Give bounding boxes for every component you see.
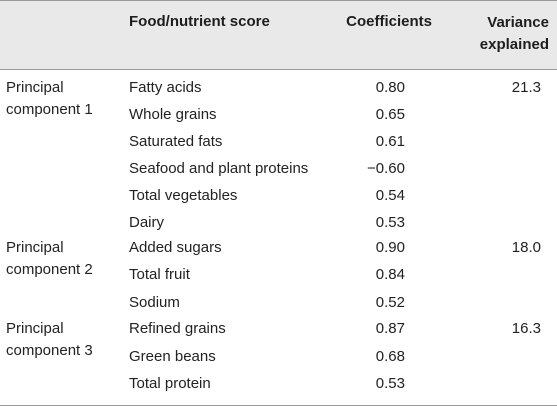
coefficient-cell: 0.52 <box>375 294 405 311</box>
food-cell: Added sugars <box>129 239 222 256</box>
table-row: Fatty acids 0.80 21.3 <box>0 75 557 101</box>
coefficient-cell: 0.54 <box>375 187 405 204</box>
variance-cell: 16.3 <box>511 320 541 337</box>
coefficient-cell: 0.68 <box>375 348 405 365</box>
coefficient-cell: 0.65 <box>375 106 405 123</box>
table-row: Total fruit 0.84 <box>0 262 557 288</box>
coefficient-cell: 0.80 <box>375 79 405 96</box>
coefficient-cell: 0.87 <box>375 320 405 337</box>
food-cell: Total fruit <box>129 266 190 283</box>
food-cell: Total vegetables <box>129 187 238 204</box>
food-cell: Refined grains <box>129 320 226 337</box>
table-row: Refined grains 0.87 16.3 <box>0 316 557 342</box>
group-label-pc3: Principal component 3 <box>6 318 93 362</box>
food-cell: Green beans <box>129 348 216 365</box>
food-cell: Total protein <box>129 375 211 392</box>
coefficient-cell: 0.61 <box>375 133 405 150</box>
header-variance-line1: Variance <box>487 14 549 31</box>
table-bottom-rule <box>0 405 557 406</box>
food-cell: Fatty acids <box>129 79 202 96</box>
food-cell: Seafood and plant proteins <box>129 160 309 177</box>
table-row: Seafood and plant proteins −0.60 <box>0 156 557 182</box>
coefficient-cell: 0.84 <box>375 266 405 283</box>
group-label-line2: component 2 <box>6 261 93 278</box>
group-label-pc1: Principal component 1 <box>6 77 93 121</box>
group-label-line2: component 3 <box>6 342 93 359</box>
variance-cell: 18.0 <box>511 239 541 256</box>
header-variance-explained: Variance explained <box>460 12 549 56</box>
table-row: Total protein 0.53 <box>0 371 557 397</box>
table-row: Whole grains 0.65 <box>0 102 557 128</box>
group-label-line2: component 1 <box>6 101 93 118</box>
food-cell: Whole grains <box>129 106 217 123</box>
food-cell: Dairy <box>129 214 165 231</box>
coefficient-cell: −0.60 <box>367 160 405 177</box>
table-row: Sodium 0.52 <box>0 290 557 316</box>
group-label-line1: Principal <box>6 239 64 256</box>
table-row: Added sugars 0.90 18.0 <box>0 235 557 261</box>
food-cell: Sodium <box>129 294 180 311</box>
header-food-score: Food/nutrient score <box>129 13 270 30</box>
table-row: Total vegetables 0.54 <box>0 183 557 209</box>
header-variance-line2: explained <box>479 36 549 53</box>
table-row: Dairy 0.53 <box>0 210 557 236</box>
coefficient-cell: 0.53 <box>375 214 405 231</box>
group-label-line1: Principal <box>6 79 64 96</box>
coefficient-cell: 0.53 <box>375 375 405 392</box>
variance-cell: 21.3 <box>511 79 541 96</box>
food-cell: Saturated fats <box>129 133 223 150</box>
header-coefficients: Coefficients <box>346 13 432 30</box>
group-label-line1: Principal <box>6 320 64 337</box>
table-row: Green beans 0.68 <box>0 344 557 370</box>
coefficient-cell: 0.90 <box>375 239 405 256</box>
group-label-pc2: Principal component 2 <box>6 237 93 281</box>
table-row: Saturated fats 0.61 <box>0 129 557 155</box>
table-header: Food/nutrient score Coefficients Varianc… <box>0 0 557 70</box>
